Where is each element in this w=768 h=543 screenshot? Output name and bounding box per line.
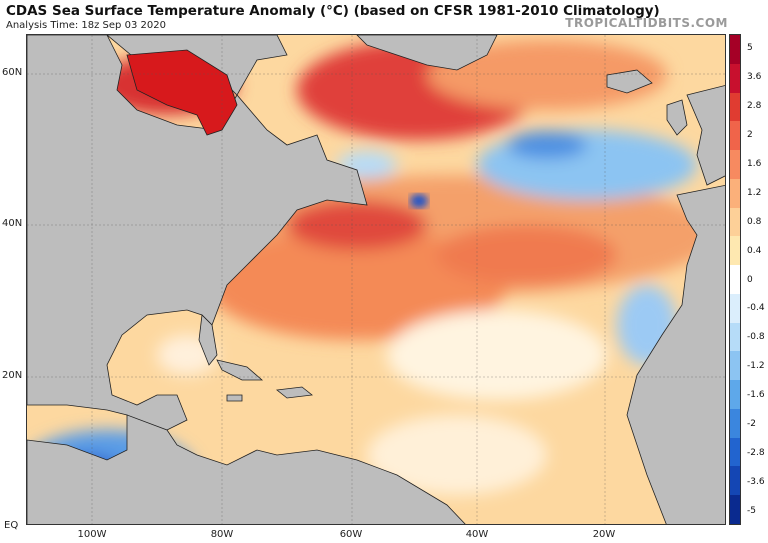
lon-label-40w: 40W [465, 529, 489, 540]
graticule [27, 35, 725, 524]
colorbar-tick-label: 0 [747, 274, 753, 285]
colorbar-swatch [730, 495, 740, 525]
lon-label-80w: 80W [210, 529, 234, 540]
colorbar-tick-label: -2 [747, 418, 756, 429]
colorbar-tick-label: -2.8 [747, 447, 765, 458]
colorbar-tick-label: 0.8 [747, 216, 762, 227]
colorbar-tick-label: 0.4 [747, 245, 762, 256]
colorbar-tick-label: -0.4 [747, 303, 765, 314]
colorbar-swatch [730, 150, 740, 179]
colorbar-swatch [730, 322, 740, 352]
colorbar-swatch [730, 121, 740, 151]
sst-anomaly-map [26, 34, 726, 525]
colorbar-tick-label: -1.2 [747, 361, 765, 372]
colorbar-tick-label: 1.2 [747, 187, 762, 198]
colorbar-tick-label: -3.6 [747, 476, 765, 487]
colorbar-tick-label: -5 [747, 505, 756, 516]
colorbar-swatch [730, 293, 740, 323]
land-masses [27, 35, 725, 524]
colorbar-swatch [730, 178, 740, 208]
colorbar-swatch [730, 351, 740, 381]
colorbar-swatch [730, 466, 740, 496]
hudson-bay-anomaly [126, 49, 238, 136]
colorbar-swatch [730, 92, 740, 122]
colorbar-swatch [730, 437, 740, 467]
lat-label-40n: 40N [2, 218, 23, 229]
colorbar-tick-label: 2 [747, 130, 753, 141]
colorbar-tick-label: 3.6 [747, 72, 762, 83]
lon-label-60w: 60W [339, 529, 363, 540]
map-title: CDAS Sea Surface Temperature Anomaly (°C… [6, 3, 660, 19]
lat-label-60n: 60N [2, 67, 23, 78]
analysis-time: Analysis Time: 18z Sep 03 2020 [6, 20, 166, 31]
colorbar-swatch [730, 35, 740, 64]
colorbar [729, 34, 741, 525]
brand-watermark: TROPICALTIDBITS.COM [565, 16, 728, 30]
colorbar-tick-label: 5 [747, 43, 753, 54]
lat-label-eq: EQ [4, 520, 19, 531]
colorbar-swatch [730, 408, 740, 438]
lat-label-20n: 20N [2, 370, 23, 381]
colorbar-swatch [730, 265, 740, 294]
colorbar-tick-label: 2.8 [747, 101, 762, 112]
colorbar-tick-label: -1.6 [747, 390, 765, 401]
colorbar-swatch [730, 63, 740, 93]
colorbar-swatch [730, 236, 740, 266]
colorbar-swatch [730, 380, 740, 409]
colorbar-tick-label: 1.6 [747, 158, 762, 169]
lon-label-100w: 100W [77, 529, 107, 540]
colorbar-swatch [730, 207, 740, 237]
lon-label-20w: 20W [592, 529, 616, 540]
colorbar-tick-label: -0.8 [747, 332, 765, 343]
